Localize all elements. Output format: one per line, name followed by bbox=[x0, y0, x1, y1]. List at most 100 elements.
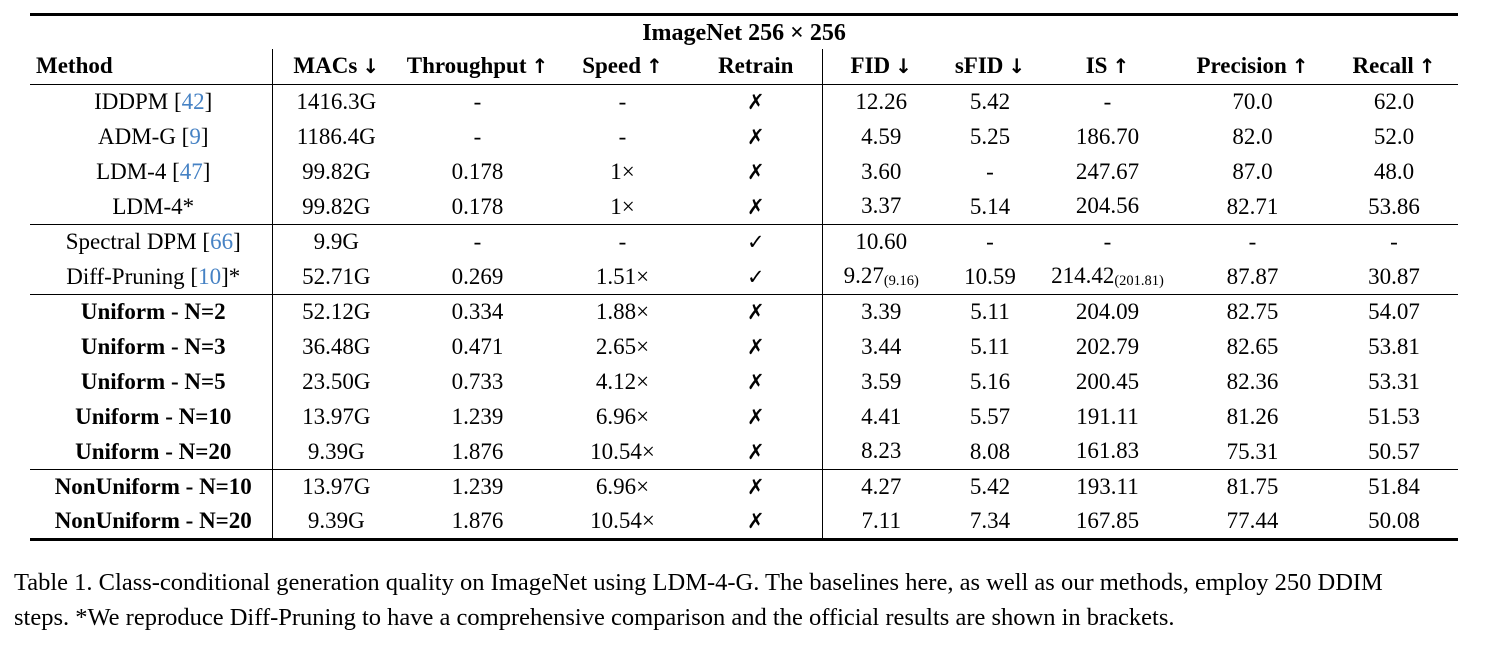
cell-recall: 30.87 bbox=[1368, 263, 1420, 289]
cell-is: 191.11 bbox=[1040, 400, 1175, 435]
is-value: 193.11 bbox=[1076, 473, 1139, 499]
cell-speed: 1.51× bbox=[595, 263, 650, 289]
cell-method: Uniform - N=5 bbox=[30, 365, 272, 400]
up-arrow-icon: ↑ bbox=[531, 54, 549, 79]
cell-is: 161.83 bbox=[1040, 435, 1175, 470]
table-row-ldm-4: LDM-4 [47] 99.82G 0.178 1× ✗ 3.60 - 247.… bbox=[30, 154, 1458, 190]
cell-recall: 50.57 bbox=[1368, 438, 1420, 464]
citation-link[interactable]: 47 bbox=[179, 159, 203, 184]
header-label: Speed bbox=[582, 53, 642, 79]
cell-sfid: 5.16 bbox=[969, 369, 1011, 394]
is-value: 200.45 bbox=[1075, 368, 1140, 394]
cell-throughput: - bbox=[473, 124, 482, 149]
cell-precision: 82.65 bbox=[1226, 334, 1279, 359]
column-header-retrain: Retrain bbox=[690, 49, 822, 85]
cell-throughput: 0.178 bbox=[451, 159, 504, 184]
table-row-adm-g: ADM-G [9] 1186.4G - - ✗ 4.59 5.25 186.70… bbox=[30, 119, 1458, 155]
cell-throughput: 0.178 bbox=[451, 193, 504, 219]
caption-line-2: steps. *We reproduce Diff-Pruning to hav… bbox=[14, 604, 1175, 631]
cell-fid: 9.27(9.16) bbox=[821, 259, 940, 295]
cell-speed: 6.96× bbox=[595, 404, 650, 429]
header-label: Throughput bbox=[406, 53, 527, 79]
method-name: NonUniform - N=10 bbox=[54, 474, 252, 500]
cross-icon: ✗ bbox=[746, 509, 765, 534]
header-label: Precision bbox=[1196, 53, 1287, 79]
cell-recall: 62.0 bbox=[1373, 89, 1415, 115]
cell-macs: 9.39G bbox=[271, 434, 400, 470]
cell-method: Spectral DPM [66] bbox=[30, 225, 272, 260]
table-row-ldm-4-star: LDM-4* 99.82G 0.178 1× ✗ 3.37 5.14 204.5… bbox=[30, 189, 1458, 225]
is-official-value: (201.81) bbox=[1114, 273, 1164, 290]
caption-line-1: Table 1. Class-conditional generation qu… bbox=[14, 569, 1383, 596]
cell-macs: 13.97G bbox=[271, 399, 400, 435]
cell-fid: 4.59 bbox=[821, 119, 940, 155]
cell-recall: 48.0 bbox=[1373, 159, 1415, 184]
header-label: sFID bbox=[954, 53, 1004, 79]
column-header-fid: FID ↓ bbox=[821, 48, 940, 85]
column-header-is: IS ↑ bbox=[1040, 49, 1175, 85]
cell-throughput: 1.239 bbox=[451, 474, 504, 500]
table-row-nonuniform-n10: NonUniform - N=10 13.97G 1.239 6.96× ✗ 4… bbox=[30, 469, 1459, 505]
cell-throughput: 0.269 bbox=[451, 263, 504, 289]
cell-precision: 82.75 bbox=[1226, 299, 1279, 325]
cell-sfid: 8.08 bbox=[969, 438, 1011, 464]
results-table: ImageNet 256 × 256 Method MACs ↓ Throughp… bbox=[30, 13, 1459, 541]
method-name: Uniform - N=5 bbox=[80, 369, 226, 394]
citation-link[interactable]: 66 bbox=[210, 229, 234, 255]
fid-value: 12.26 bbox=[855, 88, 908, 114]
table-title: ImageNet 256 × 256 bbox=[642, 20, 846, 47]
fid-value: 7.11 bbox=[861, 507, 901, 533]
cell-fid: 8.23 bbox=[821, 434, 940, 470]
cell-is: 202.79 bbox=[1040, 330, 1175, 365]
table-row-uniform-n5: Uniform - N=5 23.50G 0.733 4.12× ✗ 3.59 … bbox=[30, 364, 1458, 400]
table-header-row: Method MACs ↓ Throughput ↑ Speed ↑ Retrain … bbox=[30, 48, 1459, 85]
column-header-precision: Precision ↑ bbox=[1175, 49, 1330, 85]
method-suffix: ] bbox=[204, 89, 213, 115]
is-value: 202.79 bbox=[1075, 333, 1140, 359]
header-label: FID bbox=[850, 53, 891, 79]
cell-method: Diff-Pruning [10]* bbox=[30, 260, 272, 295]
cell-recall: 50.08 bbox=[1368, 508, 1420, 534]
citation-link[interactable]: 10 bbox=[198, 263, 222, 289]
cross-icon: ✗ bbox=[746, 300, 765, 325]
cell-recall: 51.84 bbox=[1368, 474, 1420, 500]
cell-sfid: 5.57 bbox=[969, 404, 1011, 429]
is-value: - bbox=[1103, 228, 1112, 254]
method-suffix: ]* bbox=[221, 263, 241, 289]
fid-value: 4.41 bbox=[861, 403, 902, 429]
header-label: MACs bbox=[293, 53, 358, 79]
cell-recall: 53.86 bbox=[1368, 193, 1420, 219]
method-name: Uniform - N=3 bbox=[80, 334, 226, 359]
is-value: 161.83 bbox=[1075, 438, 1140, 464]
header-label: Method bbox=[36, 53, 113, 79]
cell-recall: 53.31 bbox=[1368, 369, 1420, 394]
fid-value: 8.23 bbox=[861, 438, 902, 464]
down-arrow-icon: ↓ bbox=[362, 54, 380, 79]
fid-value: 3.59 bbox=[861, 368, 902, 394]
cell-speed: 1.88× bbox=[595, 299, 650, 325]
cell-speed: 6.96× bbox=[595, 474, 650, 500]
cell-macs: 1186.4G bbox=[271, 119, 400, 155]
cell-throughput: 0.471 bbox=[451, 334, 504, 359]
fid-value: 10.60 bbox=[855, 228, 908, 254]
cell-method: LDM-4* bbox=[30, 190, 272, 225]
cell-speed: 1× bbox=[610, 193, 635, 219]
citation-link[interactable]: 42 bbox=[181, 89, 205, 115]
cell-macs: 36.48G bbox=[271, 329, 400, 365]
method-name: NonUniform - N=20 bbox=[54, 508, 252, 534]
table-row-uniform-n3: Uniform - N=3 36.48G 0.471 2.65× ✗ 3.44 … bbox=[30, 329, 1458, 365]
cell-method: NonUniform - N=10 bbox=[30, 470, 272, 505]
cell-is: 193.11 bbox=[1040, 470, 1175, 505]
method-name: LDM-4 [ bbox=[96, 159, 180, 184]
cell-speed: 10.54× bbox=[590, 508, 655, 534]
table-caption: Table 1. Class-conditional generation qu… bbox=[14, 565, 1474, 635]
cell-method: LDM-4 [47] bbox=[30, 155, 272, 190]
cross-icon: ✗ bbox=[746, 194, 765, 219]
cell-sfid: 5.42 bbox=[969, 89, 1011, 115]
table-row-diff-pruning: Diff-Pruning [10]* 52.71G 0.269 1.51× ✓ … bbox=[30, 259, 1458, 295]
cell-speed: 10.54× bbox=[590, 438, 655, 464]
is-value: - bbox=[1103, 88, 1112, 114]
citation-link[interactable]: 9 bbox=[189, 124, 201, 149]
is-value: 191.11 bbox=[1076, 403, 1139, 429]
cell-sfid: - bbox=[986, 159, 994, 184]
